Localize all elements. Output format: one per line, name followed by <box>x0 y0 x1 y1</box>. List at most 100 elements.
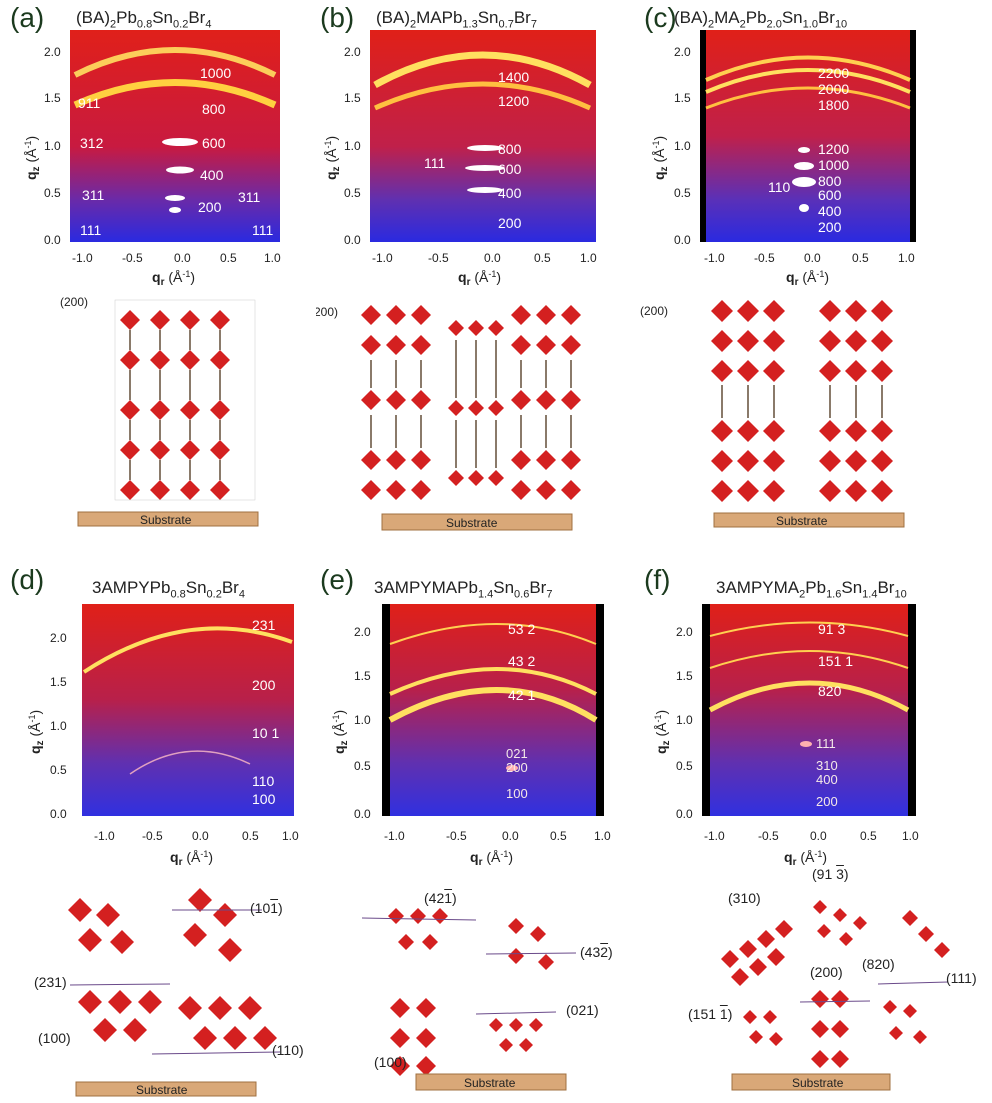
peak-label: 200 <box>816 794 838 809</box>
y-tick: 2.0 <box>344 45 361 59</box>
y-tick-labels: 0.0 0.5 1.0 1.5 2.0 <box>50 631 67 821</box>
peak-label: 1000 <box>200 65 231 81</box>
y-axis-label: qz (Å-1) <box>23 136 42 180</box>
peak-label: 111 <box>252 222 273 238</box>
peak-label: 200 <box>498 215 522 231</box>
peak-label: 1200 <box>818 141 849 157</box>
x-tick: 1.0 <box>264 251 281 265</box>
y-axis-label: qz (Å-1) <box>651 136 670 180</box>
x-axis-label: qr (Å-1) <box>152 269 195 288</box>
peak-label: 400 <box>200 167 224 183</box>
peak-label: 021 <box>506 746 528 761</box>
svg-text:Substrate: Substrate <box>464 1076 516 1090</box>
x-tick: -1.0 <box>94 829 115 843</box>
giwaxs-plot-a: 1000 911 800 312 600 400 311 200 311 111… <box>20 30 300 290</box>
y-axis-label: qz (Å-1) <box>323 136 342 180</box>
detector-image <box>82 604 294 816</box>
y-axis-label: qz (Å-1) <box>331 710 350 754</box>
svg-text:Substrate: Substrate <box>136 1083 188 1097</box>
peak-label: 800 <box>818 173 842 189</box>
x-tick: -0.5 <box>142 829 163 843</box>
panel-label-b: (b) <box>320 2 355 33</box>
plane-label: (91 3) <box>812 866 849 882</box>
y-tick: 0.0 <box>50 807 67 821</box>
crystal-structure-a: (200) Substrate <box>60 290 280 530</box>
y-tick: 0.0 <box>674 233 691 247</box>
x-tick: -1.0 <box>704 251 725 265</box>
peak-label: 800 <box>498 141 522 157</box>
giwaxs-plot-c: 2200 2000 1800 1200 1000 110 800 600 400… <box>644 30 934 290</box>
plane-label: (200) <box>810 964 843 980</box>
x-tick: 0.5 <box>550 829 567 843</box>
x-tick: -1.0 <box>704 829 725 843</box>
y-tick: 1.5 <box>50 675 67 689</box>
x-tick: 0.0 <box>192 829 209 843</box>
crystal-structure-d: Substrate <box>30 878 330 1098</box>
plane-label: (100) <box>38 1030 71 1046</box>
plane-label: (021) <box>566 1002 599 1018</box>
y-tick: 0.0 <box>354 807 371 821</box>
plane-label: (200) <box>640 304 668 318</box>
svg-text:Substrate: Substrate <box>776 514 828 528</box>
plane-label: (432) <box>580 944 613 960</box>
peak-label: 1800 <box>818 97 849 113</box>
crystal-structure-e: Substrate <box>356 878 616 1093</box>
y-tick: 0.5 <box>674 186 691 200</box>
y-tick: 2.0 <box>676 625 693 639</box>
y-tick: 0.0 <box>44 233 61 247</box>
x-tick-labels: -1.0 -0.5 0.0 0.5 1.0 <box>704 251 915 265</box>
plane-label: (151 1) <box>688 1006 733 1022</box>
panel-a: (a) (BA)2Pb0.8Sn0.2Br4 1000 911 800 312 … <box>0 0 320 527</box>
plane-label: (421) <box>424 890 457 906</box>
y-tick: 1.0 <box>354 713 371 727</box>
y-tick-labels: 0.0 0.5 1.0 1.5 2.0 <box>676 625 693 821</box>
y-tick: 1.5 <box>354 669 371 683</box>
y-tick: 0.5 <box>676 759 693 773</box>
panel-title-c: (BA)2MA2Pb2.0Sn1.0Br10 <box>674 8 848 31</box>
peak-label: 200 <box>506 760 528 775</box>
x-tick-labels: -1.0 -0.5 0.0 0.5 1.0 <box>704 829 919 843</box>
y-tick: 1.0 <box>674 139 691 153</box>
x-tick: 1.0 <box>580 251 597 265</box>
x-tick: 0.0 <box>804 251 821 265</box>
x-tick: -0.5 <box>754 251 775 265</box>
y-tick: 0.0 <box>344 233 361 247</box>
panel-c: (c) (BA)2MA2Pb2.0Sn1.0Br10 2200 2000 180… <box>640 0 992 528</box>
x-axis-label: qr (Å-1) <box>170 849 213 868</box>
panel-b: (b) (BA)2MAPb1.3Sn0.7Br7 1400 1200 800 1… <box>310 0 636 531</box>
x-tick: 0.0 <box>484 251 501 265</box>
svg-text:Substrate: Substrate <box>446 516 498 530</box>
substrate: Substrate <box>77 511 259 527</box>
peak-label: 151 1 <box>818 653 853 669</box>
y-tick: 2.0 <box>354 625 371 639</box>
peak-label: 111 <box>80 222 101 238</box>
peak-label: 400 <box>498 185 522 201</box>
x-axis-label: qr (Å-1) <box>784 849 827 868</box>
x-tick: -1.0 <box>372 251 393 265</box>
x-axis-label: qr (Å-1) <box>786 269 829 288</box>
giwaxs-plot-e: 53 2 43 2 42 1 021 200 100 0.0 0.5 1.0 1… <box>320 604 620 874</box>
peak-label: 200 <box>198 199 222 215</box>
peak-label: 42 1 <box>508 687 535 703</box>
x-tick-labels: -1.0 -0.5 0.0 0.5 1.0 <box>94 829 299 843</box>
x-tick-labels: -1.0 -0.5 0.0 0.5 1.0 <box>72 251 281 265</box>
plane-label: (101) <box>250 900 283 916</box>
peak-label: 200 <box>252 677 276 693</box>
panel-title-e: 3AMPYMAPb1.4Sn0.6Br7 <box>374 578 553 601</box>
y-tick: 0.5 <box>344 186 361 200</box>
detector-image <box>702 604 916 816</box>
y-axis-label: qz (Å-1) <box>653 710 672 754</box>
plane-label: (820) <box>862 956 895 972</box>
substrate: Substrate <box>381 513 573 531</box>
x-tick: 0.5 <box>860 829 877 843</box>
peak-label: 200 <box>818 219 842 235</box>
peak-label: 1200 <box>498 93 529 109</box>
x-tick-labels: -1.0 -0.5 0.0 0.5 1.0 <box>372 251 597 265</box>
peak-label: 231 <box>252 617 276 633</box>
substrate: Substrate <box>75 1081 257 1097</box>
plane-label: (200) <box>60 295 88 309</box>
plane-label: (100) <box>374 1054 407 1070</box>
peak-label: 311 <box>238 189 261 205</box>
plane-label: (110) <box>272 1042 304 1058</box>
y-tick: 1.0 <box>44 139 61 153</box>
